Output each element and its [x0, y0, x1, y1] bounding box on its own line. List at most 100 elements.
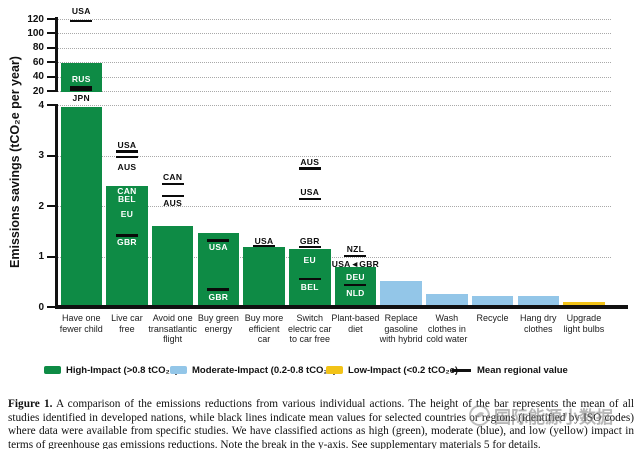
- bar: [106, 185, 148, 305]
- x-axis-label-line: Live car: [111, 313, 143, 323]
- gridline: [58, 91, 611, 92]
- mean-line-aus: [115, 155, 138, 159]
- x-axis-label-line: Wash: [435, 313, 459, 323]
- legend-label: High-Impact (>0.8 tCO₂e): [66, 364, 179, 376]
- legend-label: Mean regional value: [477, 364, 568, 376]
- y-tick-label: 3: [38, 150, 44, 161]
- country-label-usa: USA: [300, 186, 320, 197]
- mean-line-gbr: [115, 234, 138, 237]
- bar-segment-lower: [60, 107, 102, 305]
- figure-caption-label: Figure 1.: [8, 398, 53, 411]
- x-axis-label-line: free: [119, 323, 135, 334]
- x-axis-label-line: Buy green: [197, 313, 239, 323]
- country-label-bel: BEL: [117, 193, 136, 204]
- x-axis-label: Live car free: [96, 313, 158, 334]
- x-axis-label-line: Replace: [384, 313, 418, 323]
- mean-line-gbr: [298, 245, 321, 249]
- y-tick-label: 60: [32, 56, 44, 68]
- x-axis-label-line: fewer child: [59, 323, 103, 334]
- country-label-gbr: GBR: [117, 237, 137, 248]
- country-label-nzl: NZL: [346, 244, 365, 255]
- mean-line-jpn: [70, 88, 93, 92]
- bar: [563, 301, 605, 305]
- y-tick-mark: [47, 75, 55, 78]
- x-axis-label-line: Avoid one: [152, 313, 193, 323]
- x-axis-label-line: gasoline: [384, 323, 418, 334]
- country-label-usa: USA: [254, 235, 274, 246]
- x-axis-label-line: clothes in: [427, 323, 466, 334]
- mean-line-aus: [161, 194, 184, 198]
- mean-line-aus: [298, 167, 321, 170]
- country-label-aus: AUS: [163, 198, 183, 209]
- y-axis-line-upper: [55, 17, 58, 92]
- country-label-bel: BEL: [300, 281, 319, 292]
- mean-line-nzl: [344, 254, 367, 258]
- x-axis-line: [55, 305, 628, 309]
- x-axis-label-line: Buy more: [244, 313, 284, 323]
- legend-swatch: [452, 368, 471, 372]
- country-label-usa◄gbr: USA◄GBR: [331, 258, 380, 269]
- country-label-gbr: GBR: [299, 236, 320, 247]
- x-axis-label-line: diet: [348, 323, 363, 334]
- gridline: [58, 105, 611, 106]
- country-label-usa: USA: [117, 140, 137, 151]
- y-tick-label: 80: [32, 42, 44, 54]
- country-label-aus: AUS: [117, 162, 137, 173]
- x-axis-label-line: light bulbs: [563, 323, 605, 334]
- x-axis-label-line: flight: [163, 334, 183, 344]
- figure-caption-text: A comparison of the emissions reductions…: [8, 398, 635, 449]
- x-axis-label-line: with hybrid: [379, 334, 423, 344]
- bar: [426, 294, 468, 305]
- country-label-rus: RUS: [71, 73, 91, 84]
- y-tick-mark: [47, 18, 55, 20]
- mean-line-usa: [207, 239, 230, 242]
- mean-line-rus: [70, 86, 93, 89]
- legend-label: Moderate-Impact (0.2-0.8 tCO₂e): [192, 364, 337, 376]
- y-tick-label: 4: [38, 99, 44, 111]
- bar: [380, 280, 422, 305]
- mean-line-usa: [115, 150, 138, 153]
- gridline: [58, 206, 611, 207]
- country-label-usa: USA: [208, 242, 228, 253]
- gridline: [58, 76, 611, 78]
- bar: [243, 246, 285, 305]
- x-axis-label-line: energy: [204, 323, 233, 334]
- country-label-deu: DEU: [346, 271, 365, 282]
- legend-swatch: [326, 366, 343, 374]
- x-axis-label-line: Upgrade: [566, 313, 602, 323]
- y-tick-mark: [47, 46, 55, 49]
- x-axis-label-line: efficient: [248, 323, 280, 334]
- x-axis-label: Recycle: [462, 313, 524, 324]
- x-axis-label: Have one fewer child: [50, 313, 112, 334]
- legend-swatch: [170, 366, 187, 374]
- x-axis-label-line: car: [257, 334, 271, 344]
- x-axis-label-line: electric car: [287, 323, 332, 334]
- mean-line-usa: [70, 19, 93, 23]
- x-axis-label: Plant-based diet: [324, 313, 386, 334]
- y-tick-mark: [47, 306, 55, 308]
- y-tick-mark: [47, 255, 55, 258]
- y-tick-label: 100: [27, 27, 44, 39]
- x-axis-label: Wash clothes in cold water: [416, 313, 478, 345]
- x-axis-label: Replace gasoline with hybrid: [370, 313, 432, 345]
- mean-line-bel: [298, 277, 321, 281]
- y-tick-mark: [47, 32, 55, 35]
- gridline: [58, 19, 611, 20]
- y-tick-label: 1: [38, 251, 44, 262]
- bar: [517, 296, 559, 305]
- country-label-gbr: GBR: [208, 291, 229, 302]
- x-axis-label: Upgrade light bulbs: [553, 313, 615, 334]
- country-label-aus: AUS: [300, 156, 320, 167]
- bar: [471, 296, 514, 305]
- y-tick-label: 2: [38, 200, 44, 212]
- mean-line-usa: [298, 197, 321, 201]
- bar: [151, 226, 194, 305]
- country-label-can: CAN: [117, 185, 137, 196]
- country-label-usa: USA: [71, 6, 91, 17]
- x-axis-label-line: clothes: [523, 323, 553, 334]
- legend-item-mean-regional-value: Mean regional value: [452, 364, 568, 376]
- y-tick-label: 40: [32, 71, 44, 83]
- gridline: [58, 256, 611, 258]
